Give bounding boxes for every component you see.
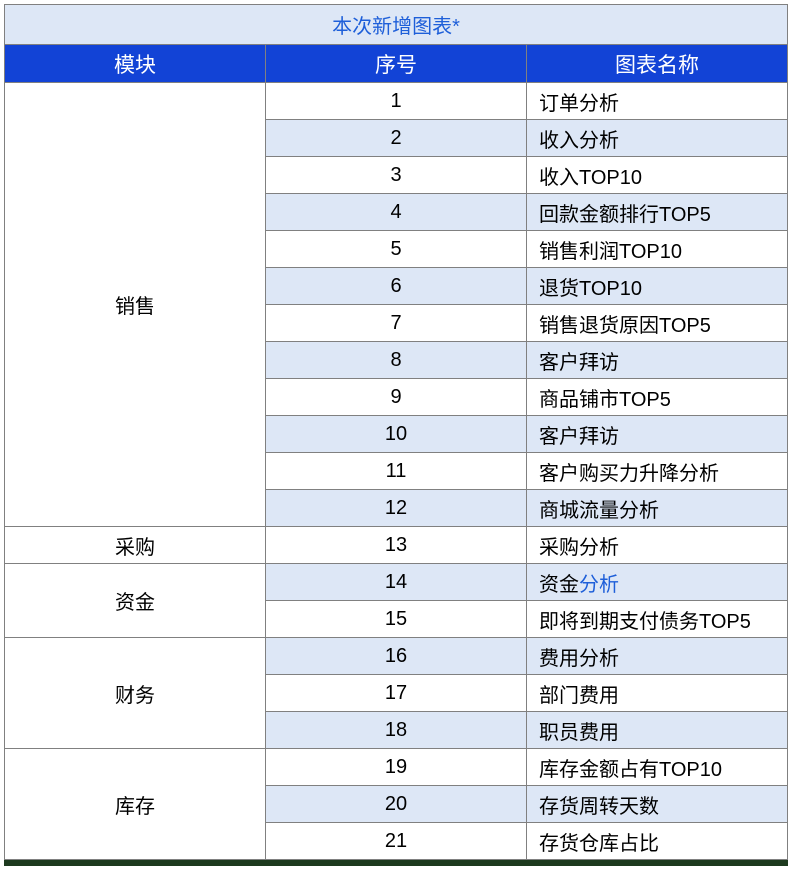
name-cell: 库存金额占有TOP10 — [527, 749, 788, 786]
header-name: 图表名称 — [527, 45, 788, 83]
num-cell: 14 — [266, 564, 527, 601]
num-cell: 10 — [266, 416, 527, 453]
name-link[interactable]: 分析 — [579, 574, 619, 596]
num-cell: 3 — [266, 157, 527, 194]
module-cell: 采购 — [5, 527, 266, 564]
module-cell: 销售 — [5, 83, 266, 527]
name-cell: 客户拜访 — [527, 342, 788, 379]
num-cell: 7 — [266, 305, 527, 342]
name-cell: 存货仓库占比 — [527, 823, 788, 860]
name-cell: 费用分析 — [527, 638, 788, 675]
num-cell: 13 — [266, 527, 527, 564]
table-header-row: 模块 序号 图表名称 — [5, 45, 788, 83]
name-cell: 职员费用 — [527, 712, 788, 749]
table-row: 采购13采购分析 — [5, 527, 788, 564]
name-cell: 回款金额排行TOP5 — [527, 194, 788, 231]
name-cell: 商品铺市TOP5 — [527, 379, 788, 416]
name-cell: 商城流量分析 — [527, 490, 788, 527]
num-cell: 5 — [266, 231, 527, 268]
num-cell: 15 — [266, 601, 527, 638]
num-cell: 17 — [266, 675, 527, 712]
header-num: 序号 — [266, 45, 527, 83]
num-cell: 12 — [266, 490, 527, 527]
table-title: 本次新增图表* — [5, 5, 788, 45]
name-cell: 资金分析 — [527, 564, 788, 601]
name-cell: 即将到期支付债务TOP5 — [527, 601, 788, 638]
name-cell: 订单分析 — [527, 83, 788, 120]
num-cell: 19 — [266, 749, 527, 786]
module-cell: 资金 — [5, 564, 266, 638]
table-row: 财务16费用分析 — [5, 638, 788, 675]
name-cell: 部门费用 — [527, 675, 788, 712]
num-cell: 20 — [266, 786, 527, 823]
header-module: 模块 — [5, 45, 266, 83]
name-cell: 客户购买力升降分析 — [527, 453, 788, 490]
num-cell: 18 — [266, 712, 527, 749]
name-cell: 销售利润TOP10 — [527, 231, 788, 268]
num-cell: 9 — [266, 379, 527, 416]
num-cell: 8 — [266, 342, 527, 379]
num-cell: 16 — [266, 638, 527, 675]
table-row: 库存19库存金额占有TOP10 — [5, 749, 788, 786]
name-cell: 采购分析 — [527, 527, 788, 564]
num-cell: 4 — [266, 194, 527, 231]
num-cell: 2 — [266, 120, 527, 157]
name-cell: 存货周转天数 — [527, 786, 788, 823]
num-cell: 6 — [266, 268, 527, 305]
num-cell: 11 — [266, 453, 527, 490]
name-cell: 退货TOP10 — [527, 268, 788, 305]
name-cell: 销售退货原因TOP5 — [527, 305, 788, 342]
module-cell: 库存 — [5, 749, 266, 860]
num-cell: 1 — [266, 83, 527, 120]
name-cell: 客户拜访 — [527, 416, 788, 453]
table-title-row: 本次新增图表* — [5, 5, 788, 45]
name-text: 资金 — [539, 574, 579, 596]
name-cell: 收入TOP10 — [527, 157, 788, 194]
num-cell: 21 — [266, 823, 527, 860]
name-cell: 收入分析 — [527, 120, 788, 157]
chart-list-table: 本次新增图表* 模块 序号 图表名称 销售1订单分析2收入分析3收入TOP104… — [4, 4, 788, 860]
bottom-edge — [4, 860, 788, 866]
table-row: 销售1订单分析 — [5, 83, 788, 120]
table-row: 资金 14资金分析 — [5, 564, 788, 601]
module-cell: 财务 — [5, 638, 266, 749]
